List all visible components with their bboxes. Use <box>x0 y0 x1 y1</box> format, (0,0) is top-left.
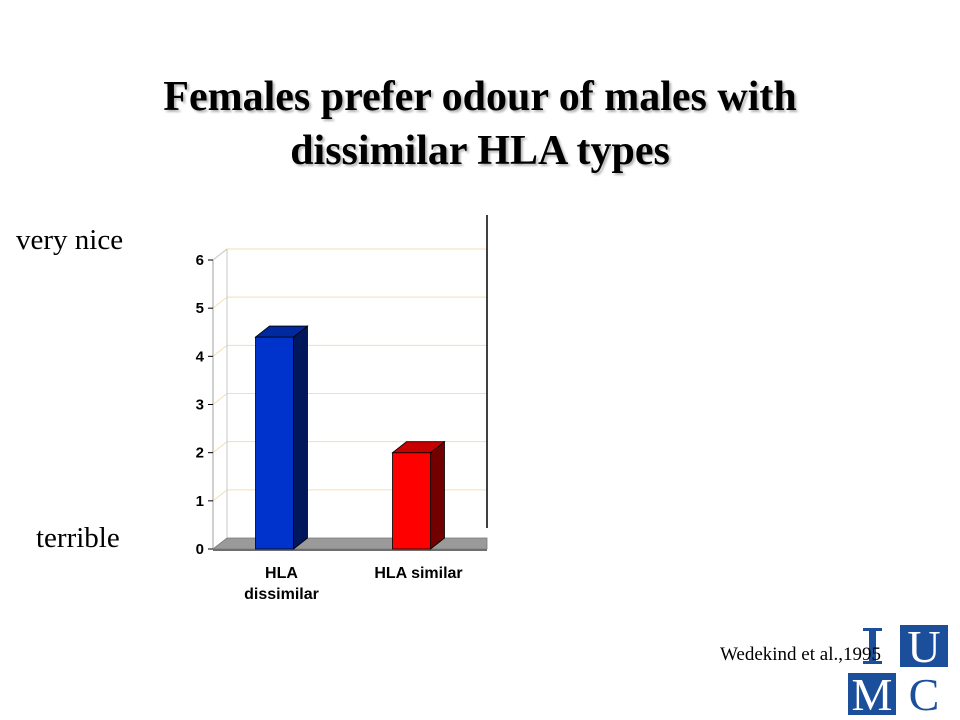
gridline-diagonal <box>212 489 228 502</box>
y-tick-label: 6 <box>196 252 204 269</box>
bars <box>254 325 446 550</box>
logo-cell-m: M <box>848 673 896 715</box>
y-tick-label: 1 <box>196 493 204 510</box>
chart-floor <box>211 537 488 551</box>
slide-title-line-2: dissimilar HLA types <box>290 128 670 174</box>
x-category-label: HLA similar <box>374 565 462 582</box>
logo-cell-u: U <box>900 625 948 667</box>
y-axis-ticks: 0 1 2 3 4 5 6 <box>196 252 213 558</box>
chart-frame <box>212 215 488 549</box>
floor-front <box>213 549 487 551</box>
logo-i-glyph <box>863 628 882 664</box>
umc-logo: U M C <box>848 625 958 717</box>
citation: Wedekind et al.,1995 <box>720 644 881 665</box>
x-axis-categories: HLA dissimilar HLA similar <box>244 565 463 603</box>
gridline-diagonal <box>212 344 228 357</box>
left-wall-top-edge <box>212 248 228 261</box>
bar <box>254 325 309 550</box>
x-category-label: HLA dissimilar <box>244 565 319 603</box>
y-tick-label: 0 <box>196 541 204 558</box>
gridline-diagonal <box>212 441 228 454</box>
bar-top <box>391 441 446 454</box>
logo-cell-c: C <box>900 673 948 715</box>
bar <box>391 440 446 550</box>
bar-front <box>255 336 294 550</box>
bar-side <box>430 440 445 550</box>
gridlines <box>212 248 487 502</box>
y-tick-label: 2 <box>196 445 204 462</box>
floor-top <box>211 537 488 550</box>
gridline-diagonal <box>212 296 228 309</box>
logo-cell-i <box>848 625 896 667</box>
slide-title-line-1: Females prefer odour of males with <box>163 74 797 120</box>
scale-label-top: very nice <box>16 224 124 256</box>
bar-chart: 0 1 2 3 4 5 6 HLA dissimilar HLA similar <box>196 215 488 603</box>
slide-title: Females prefer odour of males with dissi… <box>0 70 960 178</box>
gridline-diagonal <box>212 393 228 405</box>
bar-front <box>392 452 431 550</box>
bar-top <box>254 325 309 338</box>
y-tick-label: 3 <box>196 397 204 414</box>
scale-label-bottom: terrible <box>36 522 120 554</box>
bar-side <box>293 325 308 550</box>
y-tick-label: 5 <box>196 300 204 317</box>
y-tick-label: 4 <box>196 348 205 365</box>
